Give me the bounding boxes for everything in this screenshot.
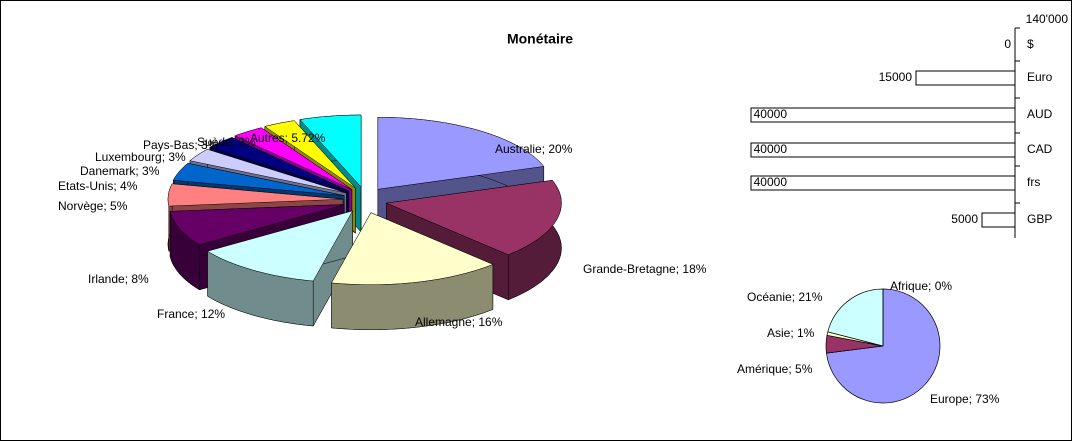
data-label: Allemagne; 16%: [415, 315, 503, 329]
chart-title: Monétaire: [507, 31, 573, 47]
slice: [172, 163, 345, 196]
slice: [189, 149, 347, 194]
data-label: Pays-Bas; 3%: [143, 138, 219, 152]
data-label: Irlande; 8%: [88, 272, 149, 286]
bar: [915, 70, 1016, 86]
data-label: 0: [1004, 37, 1011, 51]
data-label: 5000: [951, 212, 978, 226]
data-label: Europe; 73%: [930, 392, 1000, 406]
bar: [750, 142, 1016, 158]
x-tick-label: Euro: [1027, 70, 1053, 84]
slice: [167, 183, 344, 207]
data-label: 15000: [879, 70, 913, 84]
bar: [750, 175, 1016, 191]
slice: [331, 212, 494, 285]
bar: [981, 212, 1016, 228]
data-label: Suède; 3%: [197, 135, 256, 149]
slice: [169, 204, 345, 246]
data-label: Australie; 20%: [495, 142, 573, 156]
x-tick-label: $: [1027, 37, 1034, 51]
data-label: Luxembourg; 3%: [95, 150, 186, 164]
data-label: Danemark; 3%: [80, 164, 160, 178]
data-label: Amérique; 5%: [737, 362, 813, 376]
slice: [264, 120, 356, 189]
x-tick-label: AUD: [1027, 107, 1053, 121]
data-label: Asie; 1%: [767, 326, 815, 340]
data-label: Etats-Unis; 4%: [58, 179, 138, 193]
x-tick-label: frs: [1027, 175, 1040, 189]
slice: [385, 180, 562, 256]
data-label: Norvège; 5%: [58, 199, 128, 213]
slice: [234, 127, 353, 190]
data-label: 40000: [754, 107, 788, 121]
data-label: Océanie; 21%: [747, 290, 823, 304]
data-label: 40000: [754, 175, 788, 189]
x-tick-label: GBP: [1027, 212, 1052, 226]
x-tick-label: CAD: [1027, 142, 1053, 156]
slice: [377, 117, 545, 190]
data-label: Afrique; 0%: [890, 279, 952, 293]
annotation: 140'000: [1026, 12, 1069, 26]
bar: [750, 107, 1016, 123]
data-label: Grande-Bretagne; 18%: [583, 262, 707, 276]
slice: [209, 137, 349, 192]
data-label: Autres; 5.72%: [250, 131, 326, 145]
slice: [299, 114, 362, 188]
data-label: 40000: [754, 142, 788, 156]
slice: [206, 210, 354, 282]
data-label: France; 12%: [157, 307, 225, 321]
slice: [827, 288, 884, 347]
